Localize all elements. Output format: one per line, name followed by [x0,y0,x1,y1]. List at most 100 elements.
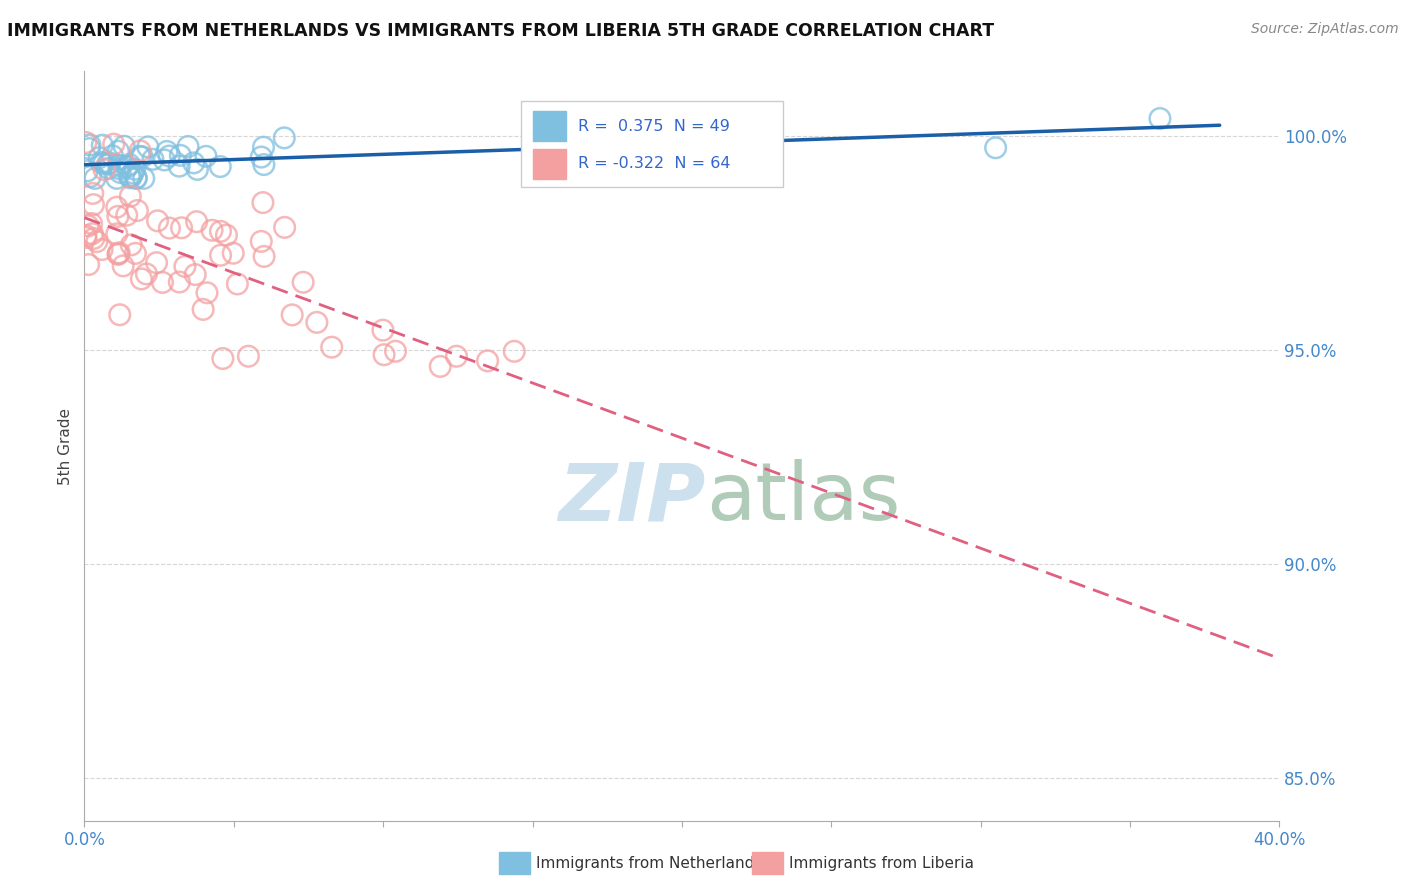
Point [103,137,125,152]
Point [136,140,159,154]
Text: Source: ZipAtlas.com: Source: ZipAtlas.com [1251,22,1399,37]
Point [82,186,104,201]
Point [93,162,115,177]
Point [125,170,148,185]
Point [117,160,139,174]
Text: R =  0.375  N = 49: R = 0.375 N = 49 [578,119,730,134]
Point [195,149,218,163]
Point [118,169,141,183]
Point [120,238,142,252]
Point [86,235,108,249]
Point [250,235,273,249]
Point [209,224,232,238]
Point [121,166,143,180]
Point [253,249,276,263]
Point [191,302,214,317]
Point [169,275,191,289]
Point [97,157,120,171]
Point [124,162,146,177]
Point [84,171,107,186]
Point [321,340,343,354]
Point [152,276,174,290]
Point [120,189,142,203]
Point [170,220,193,235]
Point [75,228,97,243]
Point [105,200,128,214]
Point [281,308,304,322]
Point [429,359,451,374]
Point [211,351,233,366]
Point [80,217,103,231]
Point [131,272,153,286]
Point [201,223,224,237]
Point [108,158,131,172]
Point [142,153,165,167]
Text: R = -0.322  N = 64: R = -0.322 N = 64 [578,156,731,171]
Point [79,142,101,156]
Text: Immigrants from Liberia: Immigrants from Liberia [789,856,974,871]
Point [108,308,131,322]
Point [135,267,157,281]
Point [222,246,245,260]
Point [82,197,104,211]
Point [120,170,142,185]
Point [105,227,128,241]
Point [121,169,143,184]
Point [186,162,208,177]
Point [384,344,406,359]
Point [91,138,114,153]
Point [226,277,249,291]
Point [83,231,105,245]
Point [146,214,169,228]
Point [477,354,499,368]
Point [252,195,274,210]
Point [101,149,124,163]
Point [209,248,232,262]
Point [112,259,135,273]
Point [1149,112,1171,126]
Point [184,268,207,282]
Point [250,150,273,164]
Point [159,221,181,235]
Point [209,160,232,174]
Point [273,220,295,235]
Point [125,171,148,186]
Text: IMMIGRANTS FROM NETHERLANDS VS IMMIGRANTS FROM LIBERIA 5TH GRADE CORRELATION CHA: IMMIGRANTS FROM NETHERLANDS VS IMMIGRANT… [7,22,994,40]
Point [195,285,218,300]
Point [107,247,129,261]
Point [129,144,152,158]
Point [183,156,205,170]
Point [174,260,197,274]
FancyBboxPatch shape [533,149,567,178]
Point [127,203,149,218]
Point [89,151,111,165]
Point [107,246,129,260]
Point [238,349,260,363]
Point [77,219,100,233]
Point [167,159,190,173]
Point [984,141,1007,155]
Point [186,215,208,229]
Point [108,245,131,260]
Point [373,348,395,362]
Point [112,139,135,153]
Point [77,258,100,272]
Point [292,275,315,289]
Point [82,227,104,241]
Point [157,149,180,163]
Point [124,246,146,260]
Point [90,155,112,169]
Point [169,148,191,162]
Y-axis label: 5th Grade: 5th Grade [58,408,73,484]
Point [252,140,274,154]
Point [153,153,176,167]
Point [93,156,115,170]
Point [79,137,101,152]
Point [79,169,101,184]
Point [76,164,98,178]
Point [91,243,114,257]
Point [115,208,138,222]
Point [215,228,238,243]
Point [131,150,153,164]
Point [98,156,121,170]
